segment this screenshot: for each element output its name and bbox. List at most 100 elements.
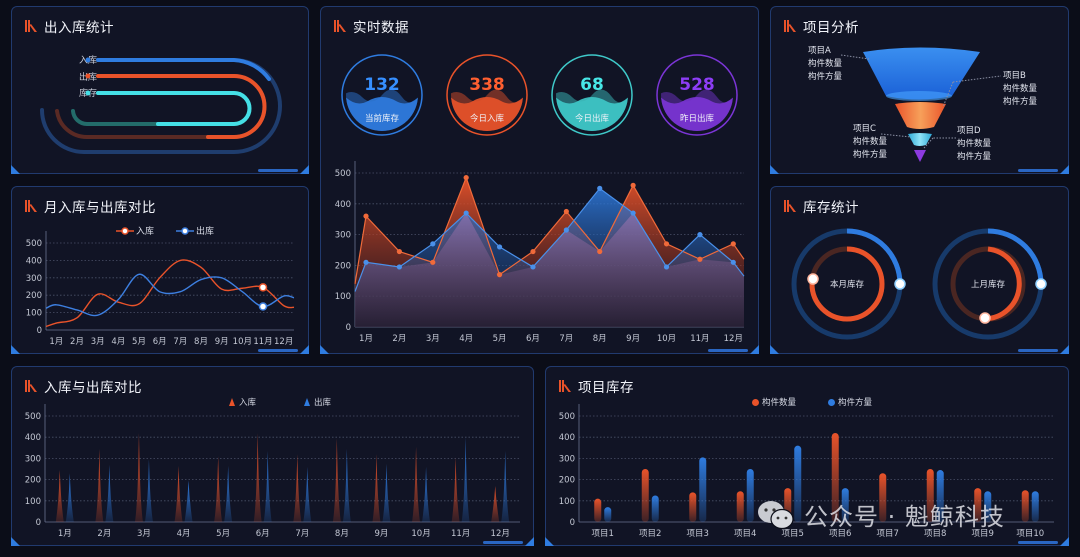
svg-text:3月: 3月 (137, 529, 151, 539)
svg-text:500: 500 (26, 239, 42, 249)
brand-logo-icon (784, 20, 796, 32)
svg-text:1月: 1月 (58, 529, 72, 539)
corner-decoration (770, 345, 779, 354)
gauge-label: 今日出库 (574, 114, 609, 124)
panel-title: 项目分析 (783, 15, 859, 37)
gauge-4: 528 昨日出库 (655, 53, 739, 137)
legend-outbound[interactable]: 出库 (176, 224, 214, 237)
svg-text:7月: 7月 (559, 334, 573, 344)
corner-bar-decoration (258, 349, 298, 352)
gauge-label: 当前库存 (364, 114, 399, 124)
svg-text:400: 400 (559, 433, 575, 443)
svg-text:项目1: 项目1 (592, 529, 614, 539)
funnel-label-c: 项目C 构件数量 构件方量 (853, 124, 888, 160)
legend-inbound[interactable]: 入库 (116, 224, 154, 237)
legend-quantity[interactable]: 构件数量 (752, 396, 796, 408)
svg-text:8月: 8月 (335, 529, 349, 539)
panel-stock-stats: 库存统计 本月库存 上月库存 (770, 186, 1069, 354)
svg-text:8月: 8月 (194, 337, 208, 347)
brand-logo-icon (784, 200, 796, 212)
svg-text:12月: 12月 (274, 337, 293, 347)
panel-project-stock: 项目库存 构件数量 构件方量 0 100 200 300 400 500 项目1 项目2 项目3… (545, 366, 1069, 546)
svg-text:4月: 4月 (459, 334, 473, 344)
corner-bar-decoration (483, 541, 523, 544)
brand-logo-icon (25, 380, 37, 392)
wechat-icon (758, 500, 794, 529)
brand-logo-icon (25, 20, 37, 32)
ring-label-last-month: 上月库存 (970, 280, 1005, 290)
legend-spike-icon (304, 398, 311, 406)
svg-text:300: 300 (26, 274, 42, 284)
svg-text:2月: 2月 (392, 334, 406, 344)
svg-text:项目6: 项目6 (829, 529, 851, 539)
legend-inbound[interactable]: 入库 (229, 396, 256, 408)
legend-outbound[interactable]: 出库 (304, 396, 331, 408)
panel-title: 库存统计 (783, 195, 859, 217)
corner-decoration (11, 165, 20, 174)
svg-text:项目2: 项目2 (639, 529, 661, 539)
svg-text:12月: 12月 (491, 529, 510, 539)
svg-text:400: 400 (25, 433, 41, 443)
corner-bar-decoration (1018, 169, 1058, 172)
svg-text:0: 0 (37, 326, 42, 336)
watermark: 公众号 · 魁鲸科技 (756, 497, 1005, 532)
svg-text:400: 400 (335, 200, 351, 210)
funnel-label-d: 项目D 构件数量 构件方量 (957, 126, 992, 162)
panel-monthly-compare: 月入库与出库对比 入库 出库 0 100 200 300 400 500 1月 2月 3月 4月 5… (11, 186, 309, 354)
svg-text:11月: 11月 (253, 337, 272, 347)
panel-project-analysis: 项目分析 项目A 构件数量 构件方量 项目B 构件数量 构件方量 项目C 构件数… (770, 6, 1069, 174)
panel-title: 项目库存 (558, 375, 634, 397)
wave-gauge-icon (341, 54, 423, 136)
svg-text:项目7: 项目7 (877, 529, 899, 539)
svg-text:5月: 5月 (493, 334, 507, 344)
panel-title-text: 入库与出库对比 (44, 380, 142, 396)
funnel-label-b: 项目B 构件数量 构件方量 (1003, 71, 1038, 107)
svg-text:300: 300 (335, 231, 351, 241)
svg-text:2月: 2月 (70, 337, 84, 347)
panel-title-text: 项目库存 (578, 380, 634, 396)
realtime-area-chart: 0 100 200 300 400 500 1月 2月 3月 4月 5月 6月 7月 8月 9月 10月 11月… (335, 161, 745, 344)
panel-title-text: 出入库统计 (44, 20, 114, 36)
svg-text:100: 100 (25, 497, 41, 507)
svg-text:项目5: 项目5 (782, 529, 804, 539)
stock-ring-charts (791, 228, 1047, 340)
corner-bar-decoration (258, 169, 298, 172)
svg-text:7月: 7月 (173, 337, 187, 347)
svg-text:6月: 6月 (153, 337, 167, 347)
corner-decoration (320, 345, 329, 354)
project-stock-bar-chart: 0 100 200 300 400 500 项目1 项目2 项目3 项目4 项目5 项目6 项目7 项目8… (559, 404, 1054, 539)
realtime-gauges: 132 当前库存 338 今日入库 68 今日出库 (321, 51, 760, 141)
svg-text:5月: 5月 (132, 337, 146, 347)
wave-gauge-icon (551, 54, 633, 136)
corner-decoration (770, 165, 779, 174)
brand-logo-icon (559, 380, 571, 392)
funnel-label-a: 项目A 构件数量 构件方量 (808, 46, 843, 82)
brand-logo-icon (334, 20, 346, 32)
svg-text:9月: 9月 (374, 529, 388, 539)
svg-text:1月: 1月 (359, 334, 373, 344)
svg-text:0: 0 (346, 323, 351, 333)
svg-text:7月: 7月 (295, 529, 309, 539)
inout-track-chart (40, 57, 282, 154)
svg-text:9月: 9月 (626, 334, 640, 344)
svg-text:200: 200 (559, 476, 575, 486)
svg-text:200: 200 (26, 291, 42, 301)
legend-volume[interactable]: 构件方量 (828, 396, 872, 408)
svg-text:3月: 3月 (91, 337, 105, 347)
corner-bar-decoration (1018, 349, 1058, 352)
corner-decoration (750, 345, 759, 354)
gauge-value: 132 (364, 75, 400, 95)
svg-text:11月: 11月 (690, 334, 709, 344)
svg-text:11月: 11月 (451, 529, 470, 539)
svg-text:项目4: 项目4 (734, 529, 756, 539)
svg-text:1月: 1月 (49, 337, 63, 347)
svg-text:2月: 2月 (97, 529, 111, 539)
svg-text:100: 100 (335, 292, 351, 302)
svg-text:6月: 6月 (256, 529, 270, 539)
svg-text:10月: 10月 (657, 334, 676, 344)
legend-line-marker-icon (116, 226, 134, 235)
gauge-1: 132 当前库存 (340, 53, 424, 137)
svg-text:项目3: 项目3 (687, 529, 709, 539)
svg-text:6月: 6月 (526, 334, 540, 344)
svg-text:200: 200 (25, 476, 41, 486)
